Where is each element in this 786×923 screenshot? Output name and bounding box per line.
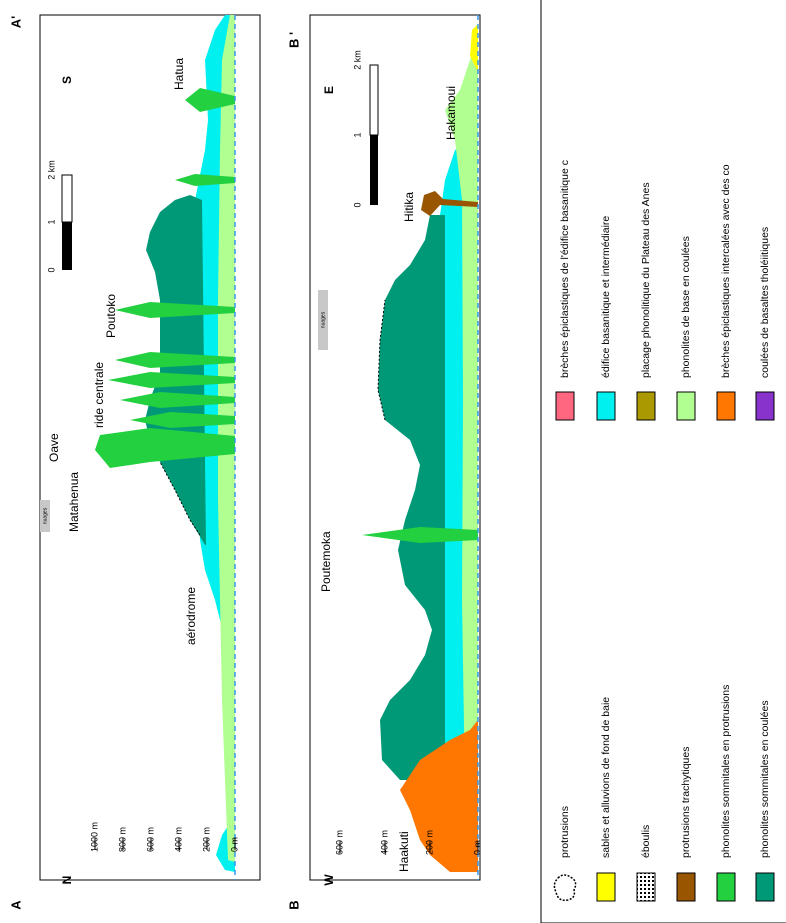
legend-frame bbox=[541, 0, 786, 923]
legend-label: brèches épiclastiques intercalées avec d… bbox=[720, 164, 732, 378]
legend-label: coulées de basaltes tholéiitiques bbox=[759, 227, 771, 378]
direction-label: N bbox=[60, 876, 74, 885]
scale-label: 0 bbox=[352, 202, 362, 207]
legend-swatch bbox=[637, 873, 655, 901]
legend-label: sables et alluvions de fond de baie bbox=[600, 697, 612, 858]
scale-label: 0 bbox=[46, 267, 56, 272]
scale-bar bbox=[370, 135, 378, 205]
place-label: aérodrome bbox=[184, 587, 198, 645]
legend-swatch bbox=[597, 392, 615, 420]
legend-label: placage phonolitique du Plateau des Anes bbox=[640, 182, 652, 378]
place-label: Hitika bbox=[402, 192, 416, 222]
place-label: Poutemoka bbox=[319, 531, 333, 592]
place-label: ride centrale bbox=[92, 362, 106, 428]
section-label: B bbox=[286, 900, 301, 909]
legend-swatch bbox=[637, 392, 655, 420]
cloud-label: nuages bbox=[42, 507, 48, 524]
legend-label: protrusions bbox=[559, 806, 571, 858]
cloud-label: nuages bbox=[320, 311, 326, 328]
legend-label: phonolites de base en coulées bbox=[680, 236, 692, 378]
legend-swatch bbox=[717, 873, 735, 901]
legend-swatch bbox=[677, 873, 695, 901]
legend-label: brèches épiclastiques de l'édifice basan… bbox=[559, 160, 571, 378]
elevation-label: 600 m bbox=[334, 830, 344, 855]
legend-swatch bbox=[677, 392, 695, 420]
scale-bar bbox=[370, 65, 378, 135]
elevation-label: 200 m bbox=[201, 827, 211, 852]
elevation-label: 800 m bbox=[117, 827, 127, 852]
elevation-label: 400 m bbox=[379, 830, 389, 855]
scale-bar bbox=[62, 175, 72, 222]
elevation-label: 1000 m bbox=[89, 822, 99, 852]
place-label: Hatua bbox=[172, 58, 186, 90]
elevation-label: 0 m bbox=[472, 840, 482, 855]
legend-swatch bbox=[556, 392, 574, 420]
elevation-label: 200 m bbox=[424, 830, 434, 855]
legend-label: phonolites sommitales en coulées bbox=[759, 700, 771, 858]
legend-swatch bbox=[597, 873, 615, 901]
elevation-label: 0 m bbox=[229, 837, 239, 852]
legend-swatch bbox=[756, 873, 774, 901]
place-label: Matahenua bbox=[67, 472, 81, 532]
scale-label: 1 bbox=[46, 219, 56, 224]
section-label: A bbox=[8, 900, 23, 910]
figure: AA'NS1000 m800 m600 m400 m200 m0 maérodr… bbox=[0, 0, 786, 923]
section-label: A' bbox=[8, 16, 23, 28]
legend-label: édifice basanitique et intermédiaire bbox=[600, 216, 612, 378]
scale-label: 1 bbox=[352, 132, 362, 137]
scale-bar bbox=[62, 222, 72, 270]
direction-label: E bbox=[322, 86, 336, 94]
scale-label: 2 km bbox=[46, 160, 56, 180]
place-label: Poutoko bbox=[104, 294, 118, 338]
place-label: Haakuti bbox=[397, 831, 411, 872]
elevation-label: 400 m bbox=[173, 827, 183, 852]
legend-label: protrusions trachytiques bbox=[680, 747, 692, 858]
section-label: B ' bbox=[286, 32, 301, 48]
direction-label: S bbox=[60, 76, 74, 84]
direction-label: W bbox=[322, 874, 336, 886]
legend-label: phonolites sommitales en protrusions bbox=[720, 685, 732, 858]
legend-swatch bbox=[717, 392, 735, 420]
legend-swatch bbox=[756, 392, 774, 420]
place-label: Oave bbox=[47, 433, 61, 462]
legend-label: éboulis bbox=[640, 825, 652, 858]
elevation-label: 600 m bbox=[145, 827, 155, 852]
scale-label: 2 km bbox=[352, 50, 362, 70]
place-label: Hakamoui bbox=[444, 86, 458, 140]
